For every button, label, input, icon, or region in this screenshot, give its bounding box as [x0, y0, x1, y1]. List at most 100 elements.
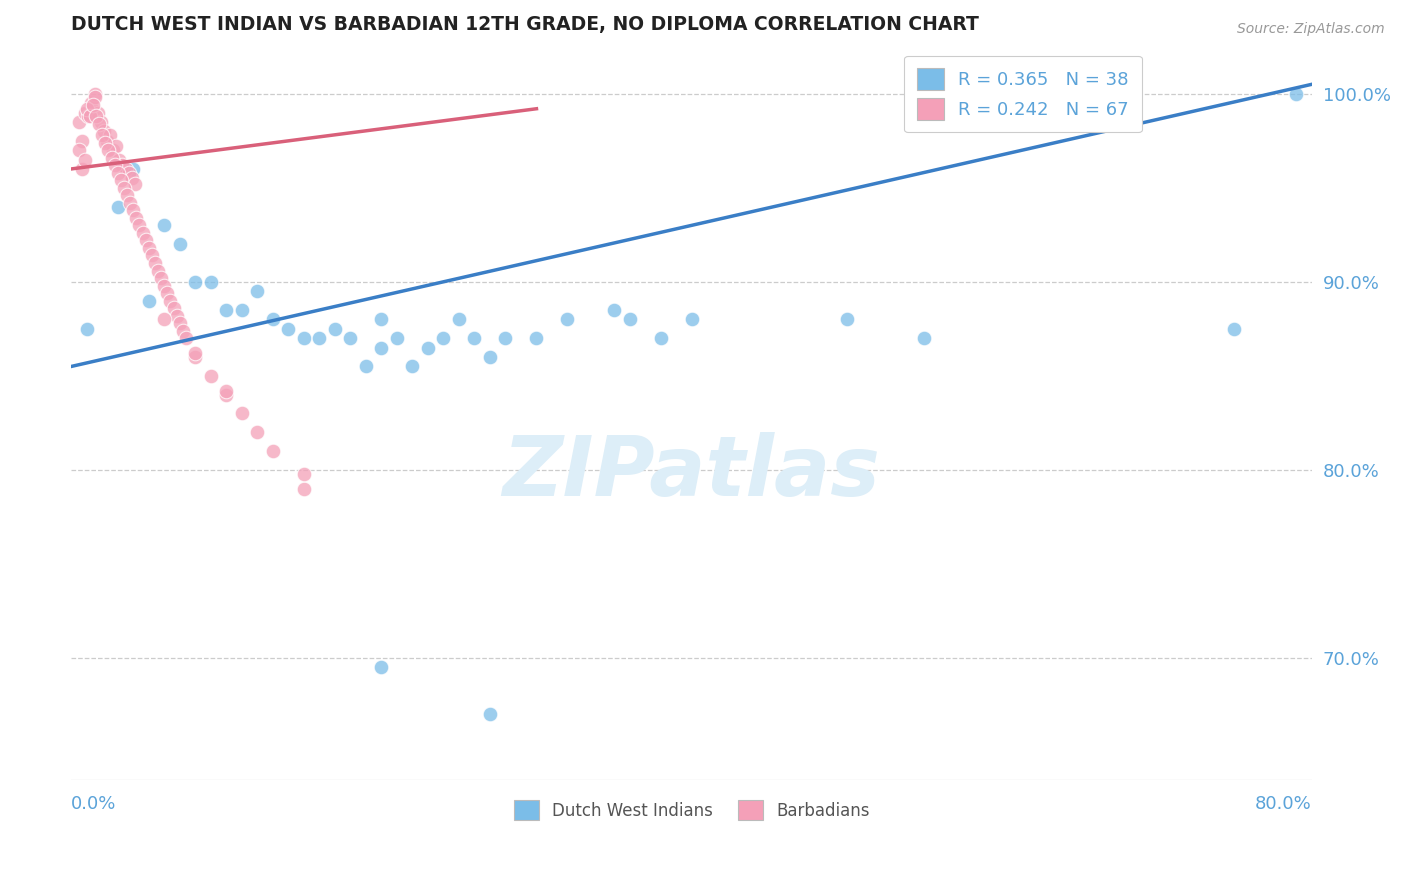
Point: [125, 211, 148, 225]
Point: [416, 341, 439, 355]
Point: [70, 134, 93, 148]
Point: [153, 278, 176, 293]
Point: [681, 312, 703, 326]
Point: [172, 324, 194, 338]
Point: [401, 359, 423, 374]
Point: [184, 350, 207, 364]
Point: [246, 425, 269, 440]
Point: [83, 87, 105, 101]
Point: [231, 407, 253, 421]
Point: [432, 331, 454, 345]
Point: [169, 316, 191, 330]
Point: [128, 219, 150, 233]
Point: [76, 102, 98, 116]
Point: [120, 195, 142, 210]
Point: [262, 444, 284, 458]
Point: [122, 161, 145, 176]
Point: [246, 284, 269, 298]
Text: 80.0%: 80.0%: [1256, 796, 1312, 814]
Point: [603, 303, 626, 318]
Point: [70, 161, 93, 176]
Point: [82, 98, 104, 112]
Point: [111, 158, 134, 172]
Point: [447, 312, 470, 326]
Point: [1285, 87, 1308, 101]
Point: [370, 660, 392, 674]
Point: [77, 109, 100, 123]
Point: [101, 143, 124, 157]
Point: [526, 331, 548, 345]
Point: [262, 312, 284, 326]
Point: [75, 105, 97, 120]
Text: Source: ZipAtlas.com: Source: ZipAtlas.com: [1237, 22, 1385, 37]
Point: [138, 241, 160, 255]
Point: [619, 312, 641, 326]
Point: [354, 359, 377, 374]
Point: [159, 293, 181, 308]
Point: [323, 322, 346, 336]
Point: [79, 109, 101, 123]
Point: [96, 134, 118, 148]
Point: [122, 203, 145, 218]
Point: [107, 200, 129, 214]
Point: [153, 312, 176, 326]
Point: [231, 303, 253, 318]
Point: [169, 237, 191, 252]
Point: [215, 384, 238, 398]
Point: [135, 234, 157, 248]
Point: [174, 331, 197, 345]
Point: [162, 301, 184, 315]
Point: [112, 180, 135, 194]
Point: [166, 309, 188, 323]
Point: [308, 331, 330, 345]
Point: [83, 90, 105, 104]
Point: [184, 275, 207, 289]
Point: [292, 482, 315, 496]
Point: [215, 303, 238, 318]
Point: [156, 286, 179, 301]
Point: [98, 128, 121, 142]
Point: [215, 387, 238, 401]
Point: [138, 293, 160, 308]
Point: [107, 166, 129, 180]
Point: [478, 707, 501, 722]
Point: [80, 96, 103, 111]
Point: [200, 275, 222, 289]
Point: [105, 139, 128, 153]
Point: [84, 109, 107, 123]
Point: [835, 312, 858, 326]
Point: [114, 161, 136, 176]
Point: [89, 117, 111, 131]
Point: [277, 322, 299, 336]
Point: [650, 331, 672, 345]
Text: DUTCH WEST INDIAN VS BARBADIAN 12TH GRADE, NO DIPLOMA CORRELATION CHART: DUTCH WEST INDIAN VS BARBADIAN 12TH GRAD…: [72, 15, 979, 34]
Point: [115, 188, 138, 202]
Point: [370, 341, 392, 355]
Point: [117, 166, 139, 180]
Point: [184, 346, 207, 360]
Point: [1223, 322, 1246, 336]
Point: [110, 173, 132, 187]
Point: [75, 153, 97, 167]
Point: [90, 115, 112, 129]
Point: [495, 331, 517, 345]
Point: [108, 153, 131, 167]
Point: [131, 226, 153, 240]
Point: [67, 115, 90, 129]
Point: [153, 219, 176, 233]
Point: [94, 136, 117, 150]
Point: [478, 350, 501, 364]
Text: 0.0%: 0.0%: [72, 796, 117, 814]
Point: [97, 143, 120, 157]
Point: [463, 331, 485, 345]
Point: [146, 263, 169, 277]
Point: [91, 128, 114, 142]
Point: [76, 322, 98, 336]
Point: [385, 331, 408, 345]
Point: [104, 158, 127, 172]
Point: [150, 271, 173, 285]
Point: [200, 368, 222, 383]
Point: [86, 105, 108, 120]
Point: [100, 151, 122, 165]
Point: [124, 177, 146, 191]
